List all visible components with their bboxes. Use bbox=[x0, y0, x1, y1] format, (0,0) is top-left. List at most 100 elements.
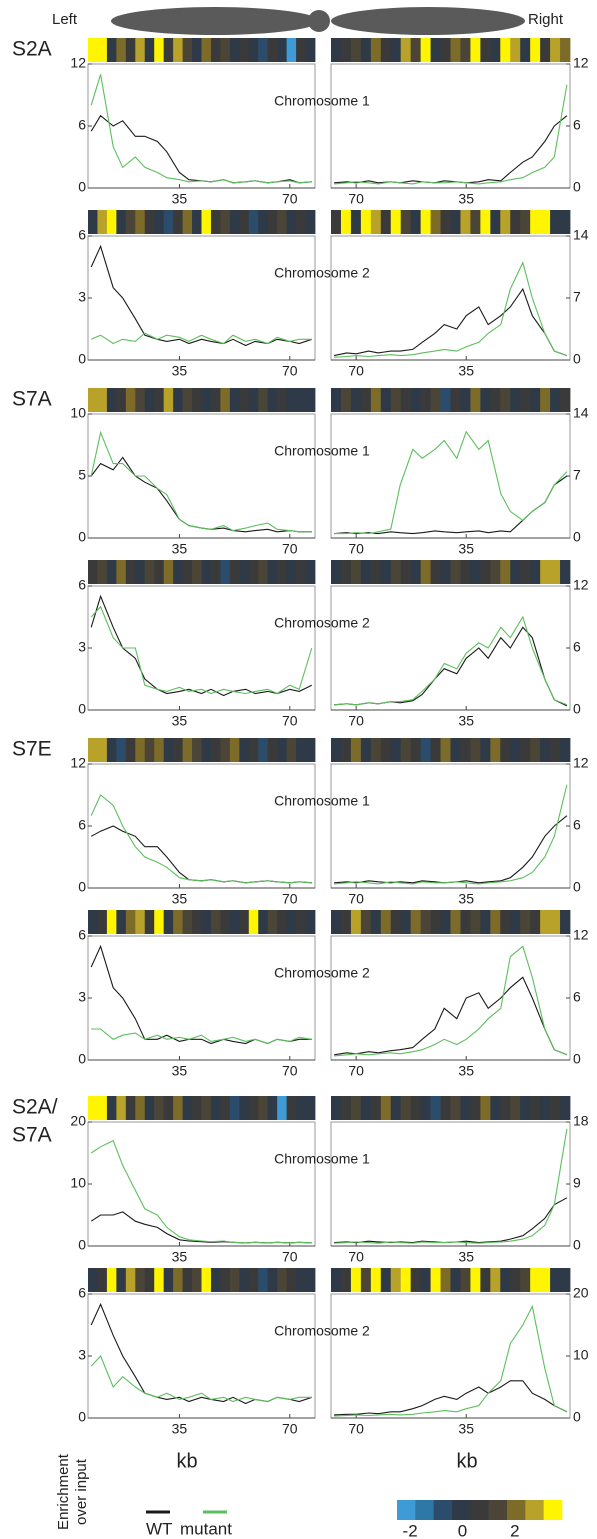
heatmap-cell bbox=[106, 910, 117, 934]
sample-label: S7A bbox=[12, 1124, 52, 1147]
heatmap-cell bbox=[296, 388, 306, 412]
heatmap-cell bbox=[135, 738, 146, 762]
heatmap-cell bbox=[400, 560, 412, 584]
heatmap-cell bbox=[248, 388, 259, 412]
heatmap-cell bbox=[550, 1268, 561, 1292]
x-tick-label: 70 bbox=[348, 891, 364, 907]
heatmap-cell bbox=[248, 38, 259, 62]
y-tick-label: 14 bbox=[573, 227, 589, 243]
heatmap-cell bbox=[380, 388, 392, 412]
x-tick-label: 35 bbox=[172, 713, 188, 729]
heatmap-cell bbox=[258, 210, 269, 234]
heatmap-cell bbox=[550, 210, 561, 234]
heatmap-cell bbox=[410, 388, 422, 412]
heatmap-cell bbox=[460, 38, 471, 62]
chromosome-title: Chromosome 1 bbox=[274, 793, 370, 809]
plot-frame bbox=[87, 763, 316, 889]
heatmap-cell bbox=[490, 738, 501, 762]
heatmap-cell bbox=[220, 1096, 231, 1120]
y-tick-label: 0 bbox=[573, 529, 581, 545]
series-line bbox=[90, 594, 313, 697]
heatmap-cell bbox=[192, 1096, 202, 1120]
heatmap-cell bbox=[277, 560, 288, 584]
x-tick-label: 35 bbox=[172, 191, 188, 207]
series-line bbox=[90, 74, 312, 184]
heatmap-cell bbox=[390, 1268, 402, 1292]
x-tick-label: 35 bbox=[458, 541, 474, 557]
plot-frame bbox=[330, 413, 571, 539]
heatmap-cell bbox=[450, 38, 461, 62]
series-line bbox=[90, 244, 312, 347]
heatmap-cell bbox=[370, 1096, 382, 1120]
heatmap-cell bbox=[88, 738, 98, 762]
heatmap-cell bbox=[277, 1268, 288, 1292]
heatmap-cell bbox=[490, 388, 501, 412]
x-tick-label: 70 bbox=[282, 713, 298, 729]
heatmap-cell bbox=[258, 1268, 269, 1292]
heatmap-cell bbox=[135, 388, 146, 412]
heatmap-cell bbox=[380, 910, 392, 934]
heatmap-cell bbox=[440, 910, 451, 934]
chromosome-title: Chromosome 1 bbox=[274, 443, 370, 459]
heatmap-cell bbox=[430, 560, 441, 584]
y-tick-label: 3 bbox=[78, 1347, 86, 1363]
heatmap-cell bbox=[97, 1096, 108, 1120]
heatmap-cell bbox=[97, 388, 108, 412]
heatmap-cell bbox=[400, 1268, 412, 1292]
heatmap-cell bbox=[440, 388, 451, 412]
x-axis-label: kb bbox=[456, 1450, 477, 1472]
x-tick-label: 70 bbox=[348, 713, 364, 729]
heatmap-cell bbox=[116, 738, 127, 762]
heatmap-cell bbox=[340, 210, 352, 234]
y-tick-label: 0 bbox=[573, 1409, 581, 1425]
heatmap-cell bbox=[192, 1268, 202, 1292]
heatmap-cell bbox=[420, 560, 431, 584]
heatmap-cell bbox=[210, 1096, 221, 1120]
series-line bbox=[90, 430, 312, 533]
heatmap-cell bbox=[460, 388, 471, 412]
heatmap-cell bbox=[410, 38, 422, 62]
heatmap-cell bbox=[550, 38, 561, 62]
heatmap-cell bbox=[248, 910, 259, 934]
heatmap-cell bbox=[125, 210, 136, 234]
x-tick-label: 35 bbox=[172, 363, 188, 379]
heatmap-cell bbox=[560, 1268, 571, 1292]
heatmap-cell bbox=[305, 1268, 316, 1292]
heatmap-cell bbox=[192, 210, 202, 234]
heatmap-cell bbox=[277, 738, 288, 762]
heatmap-cell bbox=[350, 1268, 362, 1292]
heatmap-cell bbox=[258, 910, 269, 934]
y-tick-label: 14 bbox=[573, 405, 589, 421]
heatmap-cell bbox=[125, 738, 136, 762]
heatmap-cell bbox=[340, 1096, 352, 1120]
y-axis-label: Enrichment bbox=[55, 1453, 72, 1530]
heatmap-cell bbox=[106, 388, 117, 412]
series-line bbox=[334, 1304, 568, 1417]
y-tick-label: 0 bbox=[78, 1409, 86, 1425]
heatmap-cell bbox=[182, 738, 193, 762]
heatmap-cell bbox=[440, 210, 451, 234]
heatmap-cell bbox=[229, 388, 240, 412]
heatmap-cell bbox=[350, 738, 362, 762]
heatmap-cell bbox=[420, 38, 431, 62]
colorbar-cell bbox=[507, 1500, 526, 1520]
heatmap-cell bbox=[135, 210, 146, 234]
heatmap-cell bbox=[88, 38, 98, 62]
heatmap-cell bbox=[360, 560, 372, 584]
heatmap-cell bbox=[229, 1268, 240, 1292]
plot-frame bbox=[87, 63, 316, 189]
heatmap-cell bbox=[470, 38, 481, 62]
heatmap-cell bbox=[144, 1096, 155, 1120]
heatmap-cell bbox=[192, 910, 202, 934]
heatmap-cell bbox=[370, 210, 382, 234]
series-line bbox=[90, 1302, 312, 1405]
heatmap-cell bbox=[173, 38, 183, 62]
heatmap-cell bbox=[182, 560, 193, 584]
heatmap-cell bbox=[500, 210, 511, 234]
heatmap-cell bbox=[480, 210, 491, 234]
heatmap-cell bbox=[450, 1096, 461, 1120]
heatmap-cell bbox=[500, 910, 511, 934]
x-tick-label: 35 bbox=[172, 1421, 188, 1437]
heatmap-cell bbox=[173, 210, 183, 234]
